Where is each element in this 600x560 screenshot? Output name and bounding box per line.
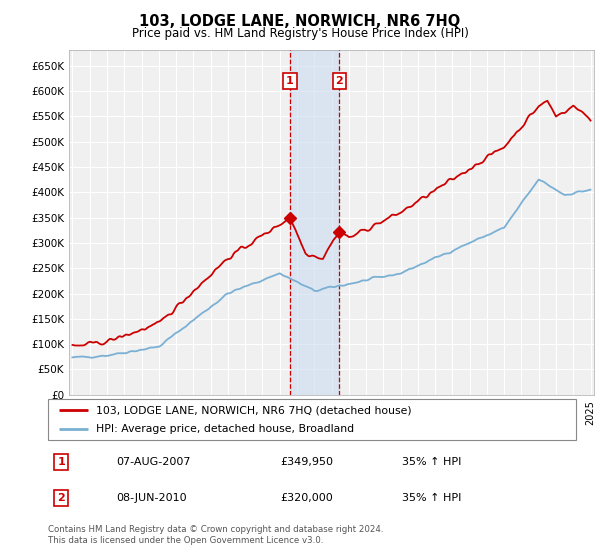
Text: 1: 1 (286, 76, 294, 86)
Text: 103, LODGE LANE, NORWICH, NR6 7HQ (detached house): 103, LODGE LANE, NORWICH, NR6 7HQ (detac… (95, 405, 411, 415)
FancyBboxPatch shape (48, 399, 576, 440)
Text: 1: 1 (58, 457, 65, 467)
Text: 2: 2 (58, 493, 65, 503)
Text: 07-AUG-2007: 07-AUG-2007 (116, 457, 191, 467)
Text: 2: 2 (335, 76, 343, 86)
Text: HPI: Average price, detached house, Broadland: HPI: Average price, detached house, Broa… (95, 424, 353, 433)
Bar (290, 50, 339, 395)
Text: 103, LODGE LANE, NORWICH, NR6 7HQ: 103, LODGE LANE, NORWICH, NR6 7HQ (139, 14, 461, 29)
Text: £349,950: £349,950 (280, 457, 334, 467)
Text: Price paid vs. HM Land Registry's House Price Index (HPI): Price paid vs. HM Land Registry's House … (131, 27, 469, 40)
Text: 35% ↑ HPI: 35% ↑ HPI (402, 493, 461, 503)
Text: £320,000: £320,000 (280, 493, 333, 503)
Text: 35% ↑ HPI: 35% ↑ HPI (402, 457, 461, 467)
Text: 08-JUN-2010: 08-JUN-2010 (116, 493, 187, 503)
Text: Contains HM Land Registry data © Crown copyright and database right 2024.
This d: Contains HM Land Registry data © Crown c… (48, 525, 383, 545)
